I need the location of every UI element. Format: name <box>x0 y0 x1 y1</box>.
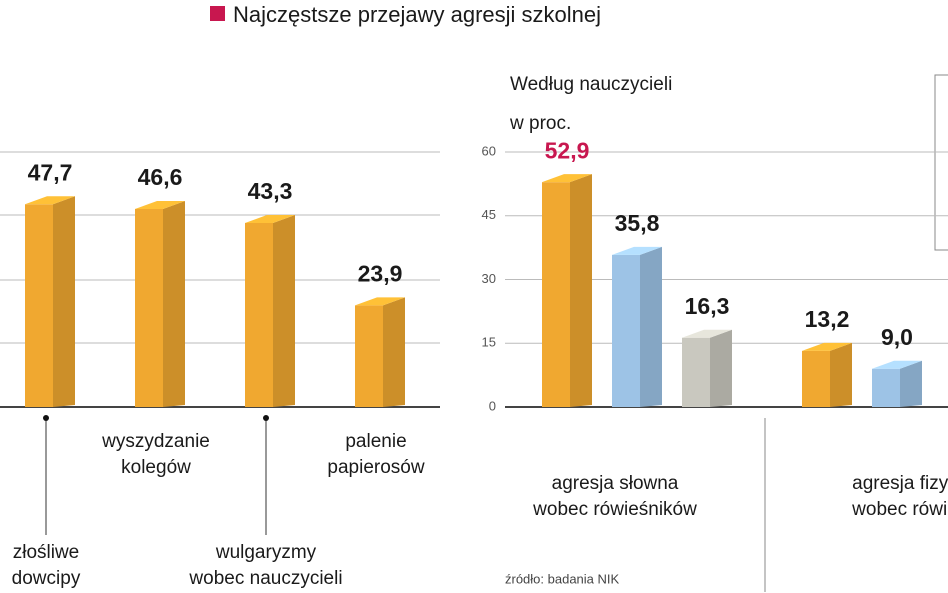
category-label: palenie <box>345 431 406 452</box>
value-label: 23,9 <box>358 261 403 287</box>
bar-front <box>355 305 383 407</box>
bar-side <box>640 246 662 407</box>
subtitle: Według nauczycieli <box>510 74 672 95</box>
bar-top <box>245 214 295 223</box>
leader-dot <box>263 415 269 421</box>
bar-side <box>383 297 405 407</box>
value-label: 43,3 <box>248 178 293 204</box>
value-label: 9,0 <box>881 324 913 350</box>
category-label: wulgaryzmy <box>215 542 317 563</box>
bar-side <box>570 174 592 407</box>
bar-top <box>802 342 852 351</box>
bar-side <box>53 196 75 407</box>
value-label: 35,8 <box>615 210 660 236</box>
title: Najczęstsze przejawy agresji szkolnej <box>233 2 601 27</box>
bar-top <box>612 246 662 255</box>
category-label: wobec rówieśn <box>851 499 948 520</box>
category-label: agresja słowna <box>552 473 679 494</box>
y-tick-label: 0 <box>489 398 496 413</box>
bar-top <box>542 174 592 183</box>
legend-box <box>934 74 948 251</box>
category-label: papierosów <box>327 457 424 478</box>
bar-front <box>682 337 710 407</box>
value-label: 13,2 <box>805 306 850 332</box>
bar-front <box>612 254 640 407</box>
category-label: wobec rówieśników <box>532 499 697 520</box>
bar-side <box>273 214 295 407</box>
y-tick-label: 30 <box>482 271 496 286</box>
bar-front <box>872 368 900 407</box>
bar-front <box>135 208 163 407</box>
value-label: 47,7 <box>28 159 73 185</box>
bar-top <box>135 200 185 209</box>
bar-top <box>25 196 75 205</box>
title-marker <box>210 6 225 21</box>
category-label: wobec nauczycieli <box>188 568 342 589</box>
bar-side <box>830 342 852 407</box>
category-label: wyszydzanie <box>101 431 210 452</box>
category-label: dowcipy <box>12 568 81 589</box>
bar-front <box>542 182 570 407</box>
bar-side <box>163 200 185 407</box>
category-label: złośliwe <box>13 542 80 563</box>
bar-front <box>25 204 53 407</box>
axis-unit: w proc. <box>509 113 571 134</box>
y-tick-label: 15 <box>482 335 496 350</box>
value-label: 52,9 <box>545 137 590 163</box>
y-tick-label: 45 <box>482 207 496 222</box>
bar-top <box>355 297 405 306</box>
bar-top <box>682 329 732 338</box>
leader-dot <box>43 415 49 421</box>
source: źródło: badania NIK <box>505 571 620 586</box>
bar-front <box>802 350 830 407</box>
value-label: 16,3 <box>685 293 730 319</box>
category-label: kolegów <box>121 457 191 478</box>
bar-side <box>900 360 922 407</box>
bar-side <box>710 329 732 407</box>
bar-front <box>245 222 273 407</box>
bar-top <box>872 360 922 369</box>
value-label: 46,6 <box>138 164 183 190</box>
category-label: agresja fizyczn <box>852 473 948 494</box>
y-tick-label: 60 <box>482 143 496 158</box>
